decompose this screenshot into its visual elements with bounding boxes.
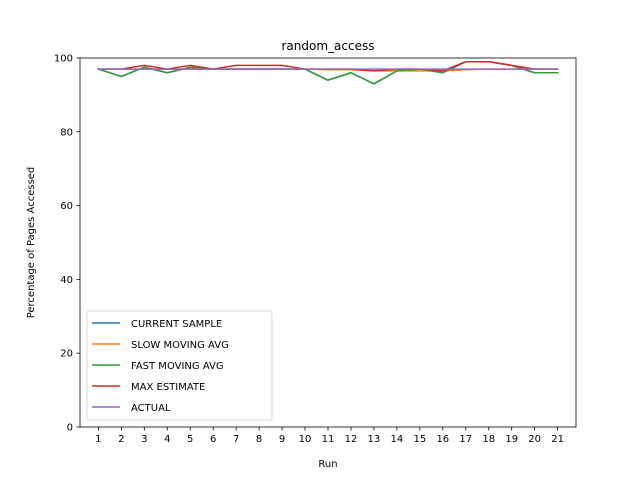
x-tick-label: 3 <box>141 434 147 445</box>
x-tick-label: 10 <box>299 434 312 445</box>
x-tick-label: 19 <box>505 434 518 445</box>
legend-box <box>86 310 273 421</box>
legend-label: FAST MOVING AVG <box>131 361 224 372</box>
legend-label: CURRENT SAMPLE <box>131 319 222 330</box>
x-tick-label: 1 <box>95 434 101 445</box>
series-layer <box>97 60 559 85</box>
x-tick-label: 7 <box>233 434 239 445</box>
y-tick-label: 100 <box>54 54 73 65</box>
y-tick-label: 80 <box>60 127 73 138</box>
x-axis-ticks: 1 2 3 4 5 6 7 8 9 10 11 12 13 14 15 16 17 18 19 20 21 <box>95 427 564 445</box>
legend-label: SLOW MOVING AVG <box>131 340 229 351</box>
x-tick-label: 9 <box>279 434 285 445</box>
y-tick-label: 40 <box>60 275 73 286</box>
y-axis-label: Percentage of Pages Accessed <box>26 167 37 319</box>
y-tick-label: 60 <box>60 201 73 212</box>
plot-frame <box>79 57 577 428</box>
x-tick-label: 8 <box>256 434 262 445</box>
y-axis-ticks: 0 20 40 60 80 100 <box>54 54 80 434</box>
legend: CURRENT SAMPLE SLOW MOVING AVG FAST MOVING… <box>86 310 273 421</box>
x-tick-label: 5 <box>187 434 193 445</box>
y-tick-label: 20 <box>60 349 73 360</box>
x-tick-label: 16 <box>436 434 449 445</box>
x-tick-label: 14 <box>391 434 404 445</box>
chart-title: random_access <box>282 39 375 53</box>
x-tick-label: 18 <box>482 434 495 445</box>
x-tick-label: 4 <box>164 434 170 445</box>
x-tick-label: 12 <box>345 434 358 445</box>
x-tick-label: 17 <box>459 434 472 445</box>
legend-label: MAX ESTIMATE <box>131 382 205 393</box>
x-tick-label: 13 <box>368 434 381 445</box>
x-tick-label: 2 <box>118 434 124 445</box>
x-tick-label: 21 <box>551 434 564 445</box>
x-axis-label: Run <box>318 459 337 470</box>
y-tick-label: 0 <box>67 423 73 434</box>
x-tick-label: 6 <box>210 434 216 445</box>
x-tick-label: 20 <box>528 434 541 445</box>
legend-label: ACTUAL <box>131 403 171 414</box>
x-tick-label: 11 <box>322 434 335 445</box>
x-tick-label: 15 <box>413 434 426 445</box>
